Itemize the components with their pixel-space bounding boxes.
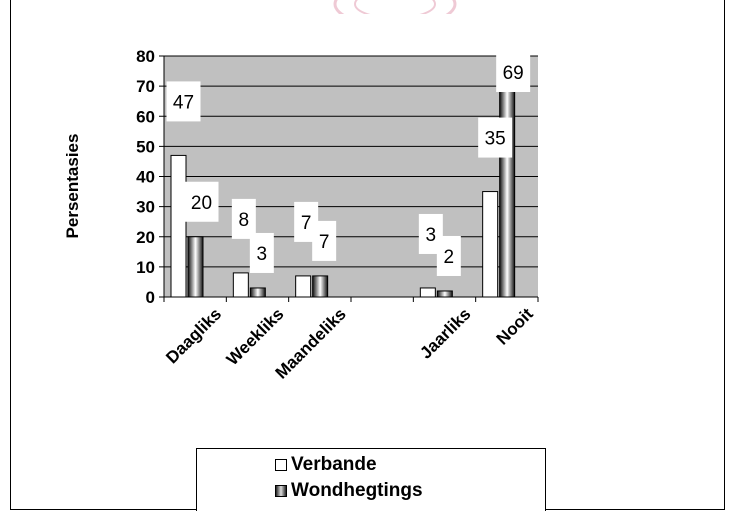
y-tick-label: 80 [136,47,155,66]
axes [159,55,539,302]
legend-label-wondhegtings: Wondhegtings [291,480,423,501]
bar-wondhegtings [187,236,204,298]
legend-item-verbande: Verbande [275,454,377,476]
data-label: 69 [503,63,524,84]
watermark-logo [333,0,457,14]
x-tick-label: Nooit [493,304,537,348]
legend-item-wondhegtings: Wondhegtings [275,480,423,502]
bar-verbande [419,287,436,298]
bar-verbande [482,191,499,298]
bar-verbande [170,154,187,298]
data-label: 2 [444,247,455,268]
legend: Verbande Wondhegtings [196,448,546,511]
x-tick-label: Jaarliks [416,304,474,362]
y-tick-label: 70 [136,77,155,96]
white-square-swatch-icon [275,459,287,471]
data-label-box [436,235,461,276]
data-label-box [312,220,337,261]
data-label: 3 [426,225,437,246]
bar-wondhegtings [249,287,266,298]
data-label-box [249,232,274,273]
gridlines [164,55,538,268]
data-label: 3 [257,244,268,265]
data-label-box [184,181,219,222]
data-label: 7 [301,213,312,234]
y-tick-label: 20 [136,228,155,247]
bar-wondhegtings [436,290,453,298]
data-label: 35 [485,129,506,150]
y-tick-label: 10 [136,258,155,277]
y-axis-label: Persentasies [63,134,82,239]
data-label: 7 [319,232,330,253]
bar-verbande [232,272,249,298]
x-tick-label: Daagliks [162,304,225,367]
data-label: 47 [173,92,194,113]
data-label-box [478,117,513,158]
bar-verbande [295,275,312,298]
data-label: 20 [191,193,212,214]
y-tick-label: 60 [136,107,155,126]
data-label: 8 [239,210,250,231]
x-tick-label: Weekliks [223,304,288,369]
y-tick-label: 50 [136,137,155,156]
y-tick-label: 0 [146,288,155,307]
y-tick-labels: 0 10 20 30 40 50 60 70 80 [136,47,155,307]
gradient-square-swatch-icon [275,485,287,497]
data-label-box [231,198,256,239]
data-label-box [496,52,531,92]
bar-wondhegtings [312,275,329,298]
data-label-box [166,81,201,122]
y-tick-label: 40 [136,168,155,187]
legend-label-verbande: Verbande [291,454,377,475]
y-tick-label: 30 [136,198,155,217]
